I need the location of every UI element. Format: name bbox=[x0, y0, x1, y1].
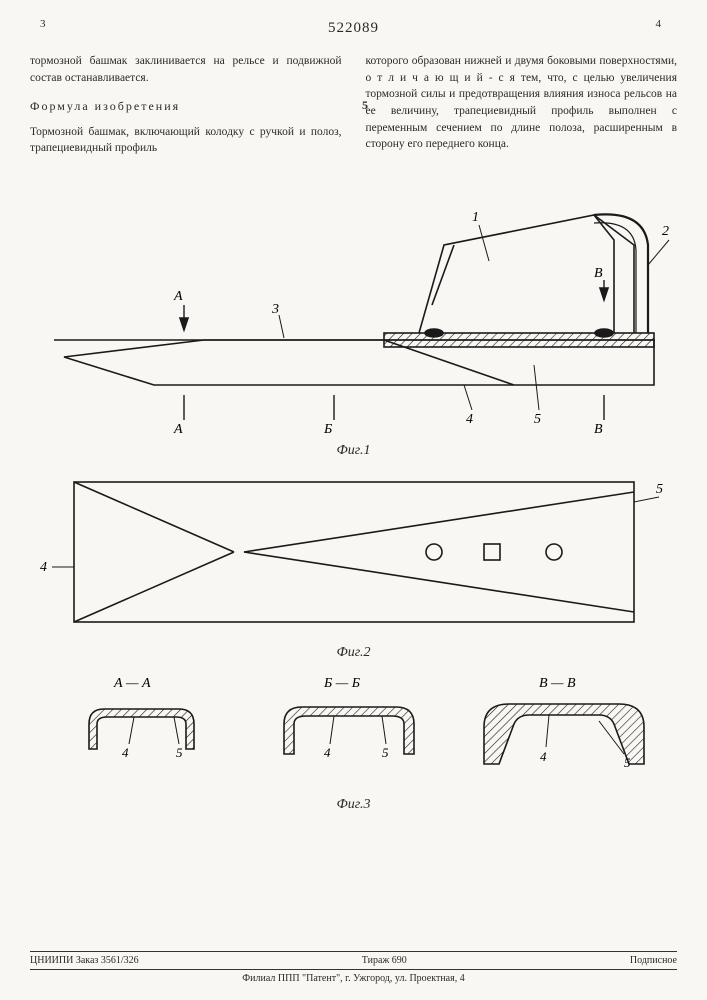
section-BB-title: Б — Б bbox=[323, 676, 360, 691]
section-A-top: А bbox=[173, 289, 183, 304]
section-B-bottom: Б bbox=[323, 422, 332, 435]
fig2-callout-5: 5 bbox=[656, 482, 663, 497]
left-para-1: тормозной башмак заклинивается на рельсе… bbox=[30, 53, 342, 86]
fig3-bb-5: 5 bbox=[382, 745, 389, 760]
right-page-num: 4 bbox=[656, 18, 662, 30]
fig3-aa-5: 5 bbox=[176, 745, 183, 760]
footer-tirage: Тираж 690 bbox=[362, 955, 407, 966]
figure-2-svg: 4 5 bbox=[34, 467, 674, 637]
left-para-2: Тормозной башмак, включающий колодку с р… bbox=[30, 124, 342, 157]
fig3-bb-4: 4 bbox=[324, 745, 331, 760]
footer-subscription: Подписное bbox=[630, 955, 677, 966]
fig3-vv-4: 4 bbox=[540, 749, 547, 764]
figure-3-svg: А — А Б — Б В — В 4 5 4 5 4 5 bbox=[34, 669, 674, 789]
right-column: которого образован нижней и двумя боковы… bbox=[366, 53, 678, 165]
document-number: 522089 bbox=[30, 20, 677, 37]
left-column: тормозной башмак заклинивается на рельсе… bbox=[30, 53, 342, 165]
section-VV-title: В — В bbox=[539, 676, 576, 691]
figure-1-svg: А А Б В В 1 2 3 4 5 bbox=[34, 185, 674, 435]
fig3-aa-4: 4 bbox=[122, 745, 129, 760]
callout-5: 5 bbox=[534, 412, 541, 427]
section-V-top: В bbox=[594, 266, 603, 281]
fig2-callout-4: 4 bbox=[40, 560, 47, 575]
fig3-vv-5: 5 bbox=[624, 755, 631, 770]
section-AA-title: А — А bbox=[113, 676, 151, 691]
footer: ЦНИИПИ Заказ 3561/326 Тираж 690 Подписно… bbox=[30, 951, 677, 984]
right-para-1: которого образован нижней и двумя боковы… bbox=[366, 53, 678, 153]
callout-4: 4 bbox=[466, 412, 473, 427]
callout-2: 2 bbox=[662, 224, 669, 239]
formula-title: Формула изобретения bbox=[30, 98, 342, 115]
section-A-bottom: А bbox=[173, 422, 183, 435]
fig3-label: Фиг.3 bbox=[34, 797, 674, 813]
fig2-label: Фиг.2 bbox=[34, 645, 674, 661]
section-V-bottom: В bbox=[594, 422, 603, 435]
left-page-num: 3 bbox=[40, 18, 46, 30]
margin-ref-5: 5 bbox=[362, 98, 368, 113]
callout-3: 3 bbox=[271, 302, 279, 317]
footer-order: ЦНИИПИ Заказ 3561/326 bbox=[30, 955, 139, 966]
figures-container: А А Б В В 1 2 3 4 5 Фиг.1 4 5 Ф bbox=[34, 185, 674, 813]
callout-1: 1 bbox=[472, 210, 479, 225]
footer-branch: Филиал ППП "Патент", г. Ужгород, ул. Про… bbox=[30, 970, 677, 984]
fig1-label: Фиг.1 bbox=[34, 443, 674, 459]
text-columns: тормозной башмак заклинивается на рельсе… bbox=[30, 53, 677, 165]
